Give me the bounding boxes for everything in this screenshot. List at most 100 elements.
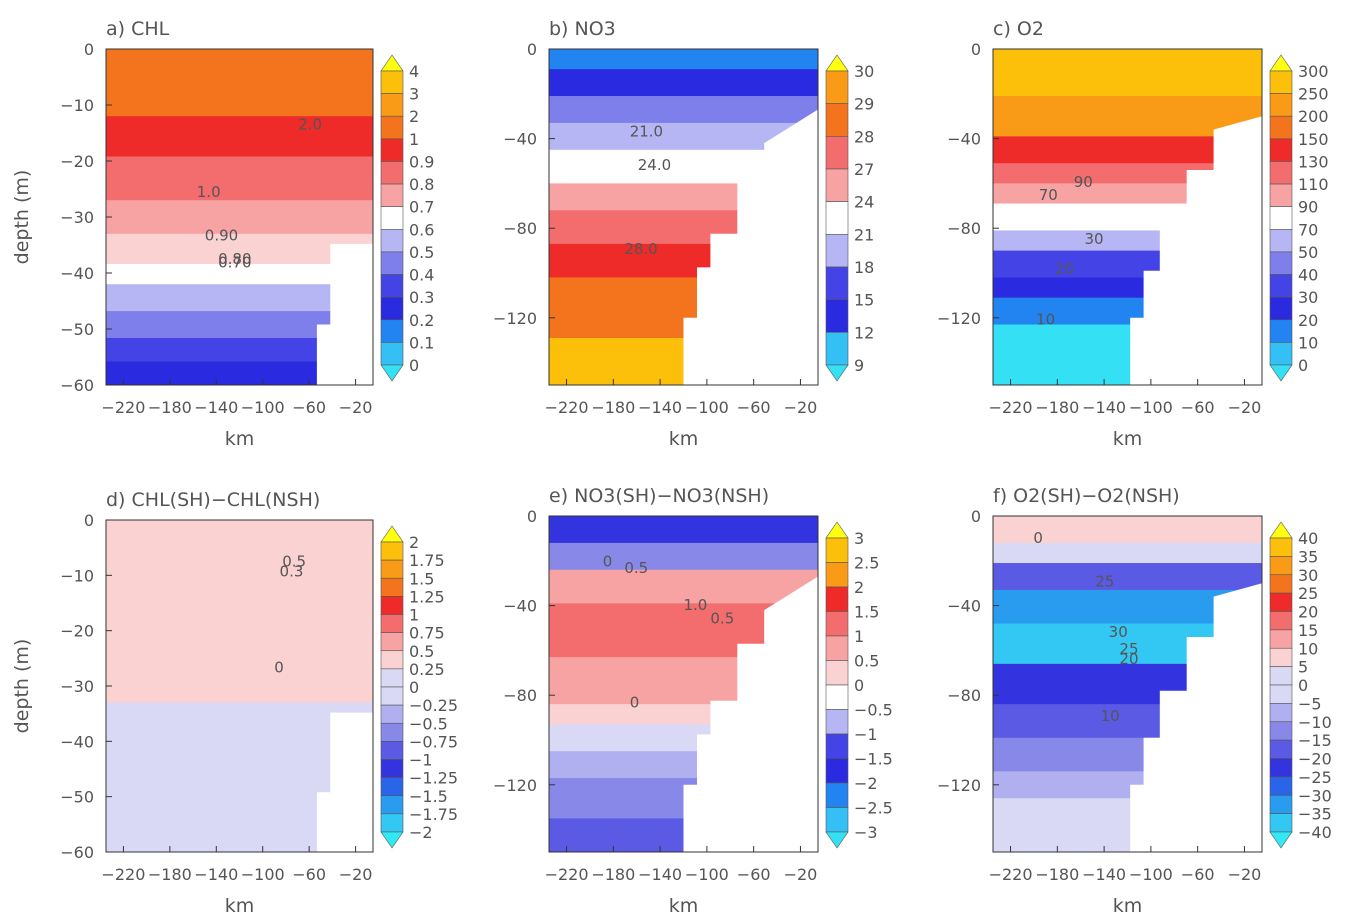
contour-band: [106, 520, 373, 621]
y-tick-label: −40: [503, 597, 537, 616]
colorbar-segment: [1269, 537, 1293, 557]
contour-band: [549, 69, 818, 97]
panel-b: b) NO3 −220 −180 −140 −100 −60 −20 km 0 −40 −80 −12…: [493, 18, 874, 450]
contour-label: 0.5: [710, 610, 734, 628]
contour-label: 20: [1055, 260, 1074, 278]
colorbar-segment: [1269, 138, 1293, 162]
colorbar-label: 10: [1298, 333, 1318, 352]
colorbar-segment: [1269, 703, 1293, 723]
x-axis-label: km: [1113, 895, 1143, 917]
colorbar-label: 0: [854, 676, 864, 695]
x-axis-label: km: [225, 428, 255, 450]
colorbar-label: 21: [854, 225, 874, 244]
colorbar-segment: [380, 741, 404, 760]
contour-label: 25: [1095, 573, 1114, 591]
colorbar-label: −1.5: [854, 750, 893, 769]
colorbar-segment: [825, 266, 849, 300]
land-mask: [316, 243, 373, 385]
y-tick-label: 0: [84, 511, 94, 530]
colorbar-segment: [1269, 721, 1293, 741]
x-tick-label: −180: [148, 865, 192, 884]
colorbar-segment: [825, 136, 849, 170]
contour-band: [106, 116, 373, 158]
y-tick-label: −30: [60, 677, 94, 696]
contour-label: 0: [630, 694, 640, 712]
colorbar-label: 0.25: [409, 660, 445, 679]
x-tick-label: −100: [1129, 398, 1173, 417]
colorbar-label: 0.75: [409, 624, 445, 643]
colorbar-segment: [380, 777, 404, 797]
contour-band: [549, 569, 818, 604]
colorbar-triangle-bottom: [380, 364, 404, 382]
plot-frame: [992, 48, 1263, 386]
y-tick-label: −20: [60, 152, 94, 171]
colorbar-label: 1.25: [409, 587, 445, 606]
colorbar-label: −15: [1298, 731, 1332, 750]
colorbar-triangle-bottom: [825, 831, 849, 849]
colorbar-segment: [1269, 342, 1293, 366]
panel-e: e) NO3(SH)−NO3(NSH)−220 −180 −140 −100 −60 −2…: [493, 485, 893, 917]
x-axis-label: km: [669, 895, 699, 917]
colorbar-segment: [1269, 776, 1293, 796]
x-tick-label: −20: [1228, 865, 1262, 884]
colorbar-label: −0.75: [409, 732, 458, 751]
colorbar-label: −0.5: [854, 701, 893, 720]
y-tick-label: 0: [971, 507, 981, 526]
x-tick-label: −20: [784, 398, 818, 417]
colorbar-segment: [1269, 813, 1293, 833]
colorbar-label: 27: [854, 160, 874, 179]
colorbar-label: −1.5: [409, 787, 448, 806]
colorbar-label: 20: [1298, 603, 1318, 622]
colorbar-label: 10: [1298, 639, 1318, 658]
colorbar-label: 1.5: [409, 569, 434, 588]
colorbar-segment: [380, 115, 404, 140]
contour-label: 0: [603, 552, 613, 570]
contour-band: [549, 542, 818, 571]
colorbar-label: 250: [1298, 85, 1329, 104]
x-tick-label: −100: [685, 865, 729, 884]
y-tick-label: −120: [937, 309, 981, 328]
colorbar-triangle-bottom: [380, 831, 404, 849]
contour-label: 90: [1074, 173, 1093, 191]
x-tick-label: −140: [638, 865, 682, 884]
colorbar-label: 0.7: [409, 198, 434, 217]
colorbar-segment: [380, 183, 404, 207]
x-tick-label: −60: [292, 398, 326, 417]
colorbar-segment: [1269, 274, 1293, 298]
y-tick-label: −20: [60, 622, 94, 641]
colorbar-label: 0.5: [409, 243, 434, 262]
contour-band: [106, 49, 373, 84]
colorbar-segment: [380, 614, 404, 633]
colorbar-label: −25: [1298, 768, 1332, 787]
contour-label: 0.5: [624, 559, 648, 577]
colorbar-segment: [380, 759, 404, 778]
colorbar-segment: [1269, 229, 1293, 253]
colorbar-label: 12: [854, 323, 874, 342]
colorbar: 3 2.5 2 1.5 1 0.5 0 −0.5 −1 −1.5 −2 −2.5 −3: [825, 521, 893, 849]
contour-band: [106, 264, 373, 285]
colorbar-segment: [825, 103, 849, 137]
x-tick-label: −180: [1035, 865, 1079, 884]
colorbar-segment: [1269, 161, 1293, 185]
colorbar-label: 15: [854, 291, 874, 310]
colorbar: 21.751.51.2510.750.50.250−0.25−0.5−0.75−…: [380, 525, 458, 849]
colorbar-triangle-top: [380, 525, 404, 543]
colorbar-label: 110: [1298, 175, 1329, 194]
colorbar-segment: [1269, 556, 1293, 576]
panel-title: e) NO3(SH)−NO3(NSH): [549, 485, 769, 507]
colorbar-label: 0: [409, 356, 419, 375]
colorbar-label: 0.8: [409, 175, 434, 194]
colorbar-label: 0: [409, 678, 419, 697]
colorbar-segment: [825, 758, 849, 784]
contour-label: 2.0: [298, 116, 322, 134]
contour-band: [106, 619, 373, 704]
colorbar-label: 0.3: [409, 288, 434, 307]
x-tick-label: −60: [737, 398, 771, 417]
colorbar-segment: [1269, 206, 1293, 230]
x-tick-label: −220: [989, 865, 1033, 884]
colorbar-segment: [380, 161, 404, 185]
colorbar-segment: [1269, 296, 1293, 321]
contour-label: 20: [1119, 650, 1138, 668]
contour-label: 0.80: [218, 250, 251, 268]
colorbar-label: 3: [854, 529, 864, 548]
